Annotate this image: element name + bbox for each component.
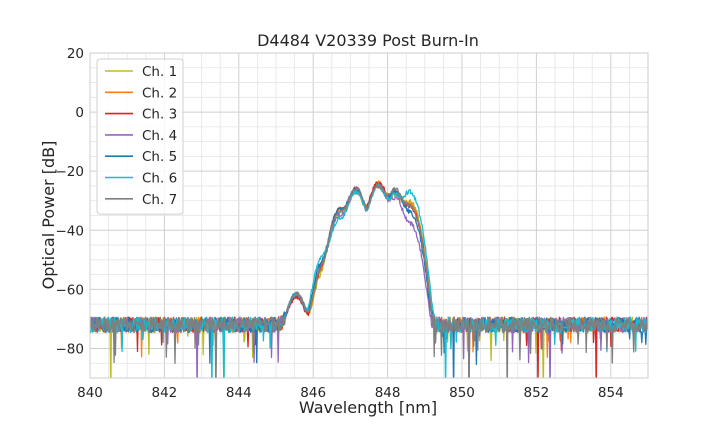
x-axis-label: Wavelength [nm] <box>299 398 437 417</box>
x-tick-label: 848 <box>375 385 401 401</box>
legend-label: Ch. 3 <box>142 107 177 123</box>
x-tick-label: 854 <box>598 385 624 401</box>
y-tick-label: −60 <box>56 282 85 298</box>
chart-title: D4484 V20339 Post Burn-In <box>257 31 479 50</box>
legend-label: Ch. 2 <box>142 85 177 101</box>
y-axis-label: Optical Power [dB] <box>39 141 58 290</box>
y-tick-label: −40 <box>56 223 85 239</box>
legend-label: Ch. 7 <box>142 192 177 208</box>
legend-label: Ch. 6 <box>142 171 177 187</box>
x-tick-label: 840 <box>77 385 103 401</box>
x-tick-label: 846 <box>300 385 326 401</box>
y-tick-label: −80 <box>56 341 85 357</box>
legend-box <box>96 58 184 215</box>
x-tick-label: 844 <box>226 385 252 401</box>
x-axis-ticks: 840 842 844 846 848 850 852 854 <box>77 385 624 401</box>
y-tick-label: 20 <box>67 46 84 62</box>
x-tick-label: 852 <box>524 385 550 401</box>
legend-label: Ch. 4 <box>142 128 177 144</box>
y-tick-label: 0 <box>75 105 84 121</box>
series-layer <box>90 180 648 378</box>
legend-label: Ch. 1 <box>142 64 177 80</box>
legend: Ch. 1 Ch. 2 Ch. 3 Ch. 4 Ch. 5 Ch. 6 Ch. 7 <box>96 58 184 215</box>
x-tick-label: 842 <box>152 385 178 401</box>
series-line <box>90 184 648 378</box>
plot-frame <box>89 52 649 379</box>
x-tick-label: 850 <box>449 385 475 401</box>
y-axis-ticks: 20 0 −20 −40 −60 −80 <box>56 46 85 357</box>
legend-label: Ch. 5 <box>142 149 177 165</box>
y-tick-label: −20 <box>56 164 85 180</box>
